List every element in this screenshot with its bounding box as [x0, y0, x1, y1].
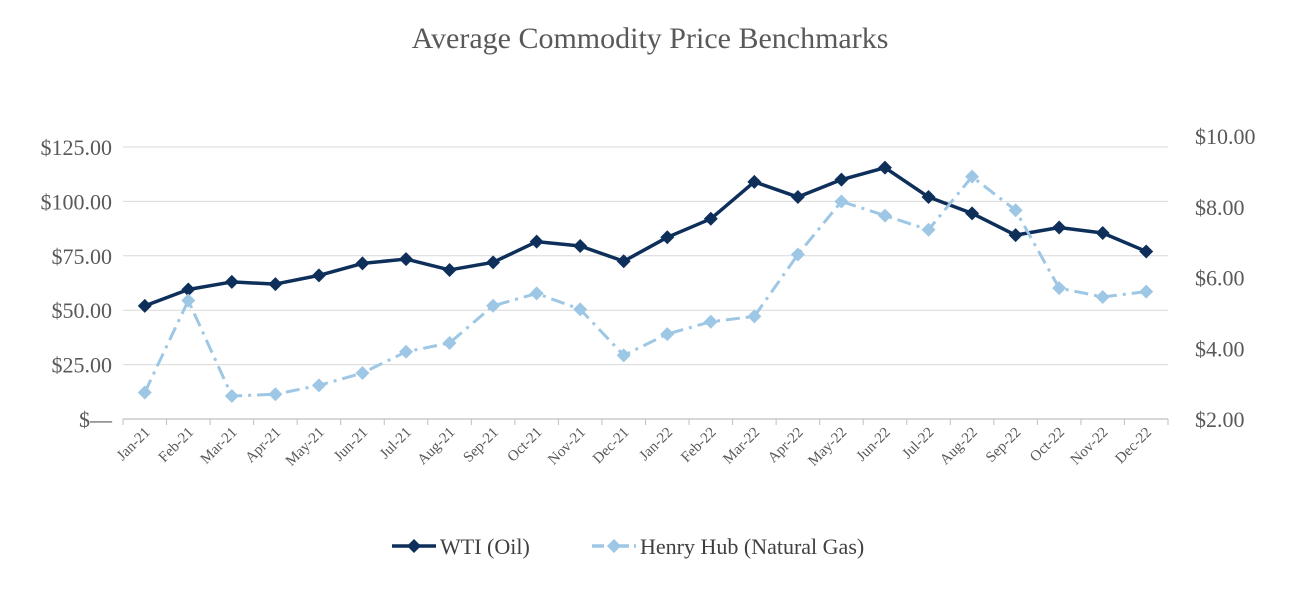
data-point-wti — [573, 239, 588, 254]
data-point-wti — [137, 298, 152, 313]
data-point-henry-hub — [747, 309, 762, 324]
data-point-henry-hub — [877, 208, 892, 223]
x-tick-label: Jul-22 — [900, 425, 938, 463]
data-point-wti — [442, 262, 457, 277]
x-tick-label: Jun-22 — [854, 425, 894, 465]
series-layer — [137, 160, 1154, 404]
data-point-henry-hub — [965, 169, 980, 184]
x-tick-label: Jan-21 — [114, 425, 154, 465]
x-tick-label: Apr-22 — [765, 425, 807, 467]
data-point-wti — [355, 256, 370, 271]
y-tick-label-right: $4.00 — [1195, 336, 1245, 361]
data-point-henry-hub — [181, 293, 196, 308]
x-tick-label: Feb-21 — [156, 425, 197, 466]
legend-label: Henry Hub (Natural Gas) — [640, 534, 864, 559]
y-tick-label-right: $2.00 — [1195, 407, 1245, 432]
y-tick-label-left: $125.00 — [41, 135, 113, 160]
x-tick-label: Sep-21 — [461, 425, 502, 466]
x-tick-label: Aug-21 — [415, 425, 459, 469]
data-point-henry-hub — [660, 327, 675, 342]
data-point-wti — [224, 274, 239, 289]
x-tick-label: Aug-22 — [937, 425, 981, 469]
x-tick-label: Jan-22 — [637, 425, 677, 465]
data-point-henry-hub — [137, 385, 152, 400]
legend: WTI (Oil) Henry Hub (Natural Gas) — [392, 534, 864, 559]
x-tick-label: Dec-22 — [1113, 425, 1156, 468]
data-point-wti — [921, 190, 936, 205]
data-point-wti — [660, 230, 675, 245]
legend-swatch-marker — [607, 539, 621, 553]
data-point-henry-hub — [703, 314, 718, 329]
x-tick-label: Oct-22 — [1027, 425, 1068, 466]
data-point-wti — [1095, 225, 1110, 240]
x-tick-label: Jul-21 — [377, 425, 415, 463]
data-point-henry-hub — [1052, 281, 1067, 296]
data-point-wti — [268, 277, 283, 292]
y-tick-label-left: $100.00 — [41, 189, 113, 214]
legend-label: WTI (Oil) — [440, 534, 530, 559]
data-point-henry-hub — [1008, 203, 1023, 218]
data-point-henry-hub — [1095, 289, 1110, 304]
data-point-wti — [1008, 228, 1023, 243]
x-tick-label: Nov-21 — [545, 425, 589, 469]
x-tick-label: Mar-22 — [720, 425, 763, 468]
x-tick-label: May-21 — [283, 425, 328, 470]
x-tick-label: Mar-21 — [198, 425, 241, 468]
x-tick-label: Oct-21 — [505, 425, 546, 466]
y-tick-label-right: $10.00 — [1195, 124, 1256, 149]
data-point-henry-hub — [311, 378, 326, 393]
x-tick-label: May-22 — [805, 425, 850, 470]
data-point-wti — [877, 160, 892, 175]
data-point-henry-hub — [616, 348, 631, 363]
data-point-wti — [790, 190, 805, 205]
data-point-henry-hub — [399, 344, 414, 359]
data-point-henry-hub — [1139, 284, 1154, 299]
y-tick-label-right: $8.00 — [1195, 195, 1245, 220]
legend-swatch-marker — [407, 539, 421, 553]
axes: $— $25.00 $50.00 $75.00 $100.00 $125.00 $2.00 $… — [41, 124, 1256, 469]
y-tick-label-right: $6.00 — [1195, 266, 1245, 291]
data-point-wti — [1052, 220, 1067, 235]
data-point-henry-hub — [834, 194, 849, 209]
y-tick-label-left: $25.00 — [52, 353, 113, 378]
data-point-henry-hub — [224, 389, 239, 404]
data-point-wti — [486, 255, 501, 270]
data-point-wti — [181, 282, 196, 297]
y-tick-label-left: $— — [79, 407, 113, 432]
data-point-wti — [965, 206, 980, 221]
data-point-wti — [399, 252, 414, 267]
gridlines — [123, 146, 1168, 366]
x-tick-label: Sep-22 — [983, 425, 1024, 466]
data-point-wti — [834, 172, 849, 187]
data-point-henry-hub — [921, 222, 936, 237]
x-tick-label: Nov-22 — [1068, 425, 1112, 469]
series-line-henry-hub — [143, 175, 1147, 398]
data-point-henry-hub — [529, 286, 544, 301]
data-point-henry-hub — [442, 335, 457, 350]
data-point-wti — [703, 211, 718, 226]
data-point-henry-hub — [486, 298, 501, 313]
data-point-henry-hub — [573, 302, 588, 317]
data-point-wti — [1139, 244, 1154, 259]
data-point-wti — [616, 254, 631, 269]
x-tick-label: Feb-22 — [678, 425, 719, 466]
data-point-wti — [529, 234, 544, 249]
y-tick-label-left: $75.00 — [52, 244, 113, 269]
data-point-henry-hub — [268, 387, 283, 402]
data-point-henry-hub — [355, 366, 370, 381]
data-point-wti — [747, 174, 762, 189]
y-tick-label-left: $50.00 — [52, 298, 113, 323]
series-line-wti — [144, 165, 1147, 308]
chart-title: Average Commodity Price Benchmarks — [411, 22, 889, 55]
x-tick-label: Apr-21 — [242, 425, 284, 467]
x-tick-label: Dec-21 — [590, 425, 633, 468]
data-point-henry-hub — [790, 247, 805, 262]
data-point-wti — [311, 268, 326, 283]
x-tick-label: Jun-21 — [331, 425, 371, 465]
